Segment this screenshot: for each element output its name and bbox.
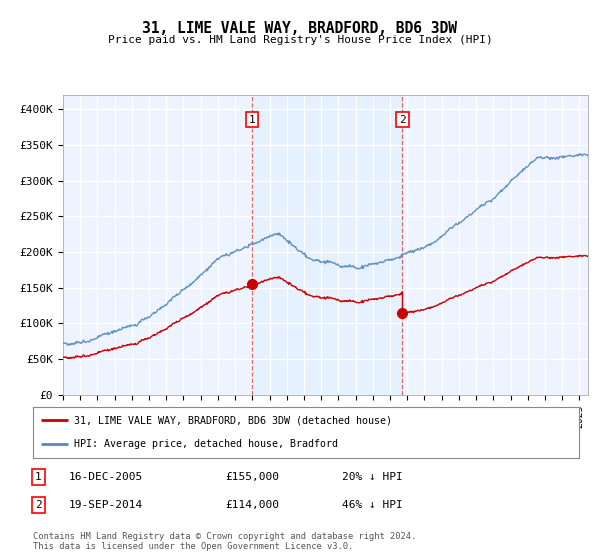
Text: Contains HM Land Registry data © Crown copyright and database right 2024.
This d: Contains HM Land Registry data © Crown c… — [33, 532, 416, 552]
Text: 31, LIME VALE WAY, BRADFORD, BD6 3DW: 31, LIME VALE WAY, BRADFORD, BD6 3DW — [143, 21, 458, 36]
Text: 2: 2 — [35, 500, 41, 510]
Text: 19-SEP-2014: 19-SEP-2014 — [69, 500, 143, 510]
Text: 31, LIME VALE WAY, BRADFORD, BD6 3DW (detached house): 31, LIME VALE WAY, BRADFORD, BD6 3DW (de… — [74, 416, 392, 426]
Text: 46% ↓ HPI: 46% ↓ HPI — [342, 500, 403, 510]
Text: Price paid vs. HM Land Registry's House Price Index (HPI): Price paid vs. HM Land Registry's House … — [107, 35, 493, 45]
Text: HPI: Average price, detached house, Bradford: HPI: Average price, detached house, Brad… — [74, 439, 338, 449]
Text: 1: 1 — [248, 115, 255, 125]
Text: 2: 2 — [399, 115, 406, 125]
Text: 20% ↓ HPI: 20% ↓ HPI — [342, 472, 403, 482]
Text: £114,000: £114,000 — [225, 500, 279, 510]
Bar — [251, 95, 403, 395]
Text: £155,000: £155,000 — [225, 472, 279, 482]
Text: 16-DEC-2005: 16-DEC-2005 — [69, 472, 143, 482]
Text: 1: 1 — [35, 472, 41, 482]
